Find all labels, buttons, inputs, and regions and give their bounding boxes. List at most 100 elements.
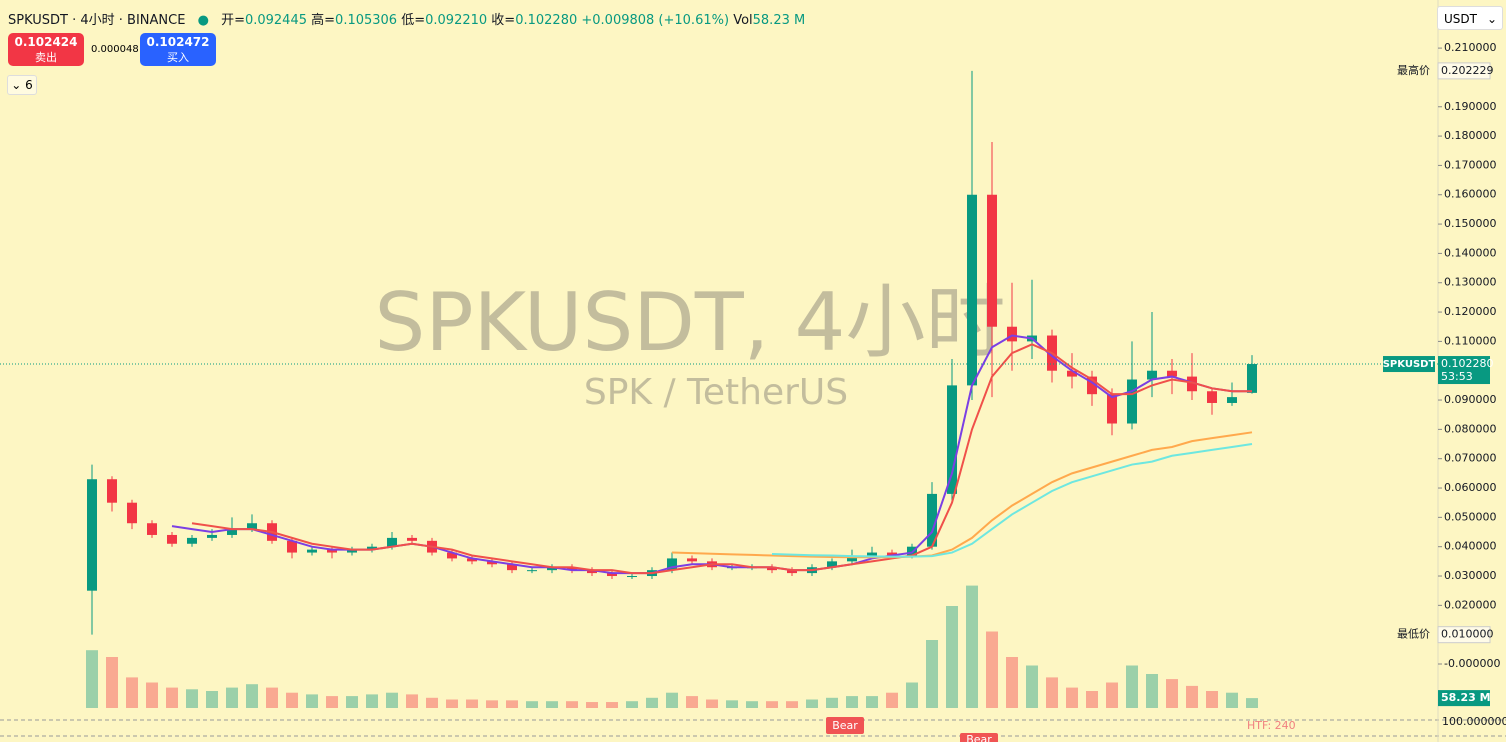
price-tag <box>1383 356 1435 373</box>
candle-body <box>247 523 257 530</box>
volume-bar <box>866 696 878 708</box>
volume-bar <box>366 694 378 708</box>
candle-body <box>1087 376 1097 395</box>
volume-bar <box>406 694 418 708</box>
label: 低= <box>401 13 426 28</box>
candle-body <box>967 194 977 386</box>
extreme-tag <box>1394 62 1434 79</box>
symbol-header: SPKUSDT · 4小时 · BINANCE ● 开=0.092445 高=0… <box>8 13 806 28</box>
currency: USDT <box>1444 12 1477 26</box>
volume-bar <box>186 689 198 708</box>
candle-body <box>167 534 177 544</box>
label: 高= <box>311 13 336 28</box>
symbol: SPKUSDT · 4小时 · BINANCE <box>8 13 186 28</box>
candle-body <box>527 570 537 572</box>
y-tick-label: 0.050000 <box>1444 510 1497 523</box>
candle-body <box>927 493 937 547</box>
y-tick-label: 0.120000 <box>1444 305 1497 318</box>
volume-bar <box>1226 692 1238 708</box>
candle-body <box>447 552 457 559</box>
candle-body <box>507 564 517 571</box>
volume-bar <box>466 699 478 708</box>
volume-tag <box>1438 690 1490 707</box>
y-tick-label: 0.080000 <box>1444 422 1497 435</box>
value: 0.092445 <box>244 13 307 28</box>
y-tick-label: 0.210000 <box>1444 41 1497 54</box>
volume-bar <box>1186 685 1198 708</box>
buy-button[interactable]: 0.102472 买入 <box>140 33 216 66</box>
signal-label: Bear <box>832 719 858 732</box>
volume-bar <box>426 697 438 708</box>
signal-badge <box>826 717 864 734</box>
extreme-label: 最高价 <box>1397 63 1430 77</box>
candle-body <box>147 523 157 535</box>
label: 收= <box>491 13 516 28</box>
volume-bar <box>986 631 998 708</box>
candle-body <box>227 529 237 535</box>
candle-body <box>127 502 137 524</box>
spread: 0.000048 <box>91 44 139 55</box>
volume-bar <box>226 687 238 708</box>
volume-bar <box>666 692 678 708</box>
candle-body <box>787 570 797 574</box>
candle-body <box>1207 391 1217 403</box>
volume-bar <box>706 699 718 708</box>
volume-bar <box>246 684 258 708</box>
volume-bar <box>1086 691 1098 708</box>
volume-bar <box>586 702 598 708</box>
candle-body <box>1247 364 1257 393</box>
y-tick-label: 0.140000 <box>1444 246 1497 259</box>
volume-bar <box>386 692 398 708</box>
extreme-value: 0.010000 <box>1441 628 1494 641</box>
candle-body <box>187 537 197 544</box>
pane-scale: 100.000000 <box>1442 715 1506 728</box>
y-tick-label: 0.070000 <box>1444 452 1497 465</box>
price-tag-value: 0.102280 <box>1441 357 1494 370</box>
candle-body <box>87 479 97 591</box>
extreme-label: 最低价 <box>1397 628 1430 641</box>
candle-body <box>467 558 477 562</box>
candle-body <box>1067 370 1077 377</box>
volume-bar <box>1046 677 1058 708</box>
y-tick-label: 0.160000 <box>1444 188 1497 201</box>
currency-select[interactable]: USDT ⌄ <box>1437 6 1503 30</box>
signal-label: Bear <box>966 733 992 742</box>
y-tick-label: 0.060000 <box>1444 481 1497 494</box>
extreme-tag <box>1394 626 1434 643</box>
extreme-tag <box>1437 626 1491 644</box>
y-tick-label: 0.090000 <box>1444 393 1497 406</box>
candle-body <box>1167 370 1177 377</box>
extreme-value: 0.202229 <box>1441 64 1494 77</box>
volume-bar <box>886 692 898 708</box>
candle-body <box>307 549 317 553</box>
volume-bar <box>646 697 658 708</box>
volume-bar <box>686 696 698 708</box>
indicator-count: 6 <box>25 78 33 92</box>
candle-body <box>1187 376 1197 392</box>
volume-bar <box>306 694 318 708</box>
buy-price: 0.102472 <box>146 35 210 49</box>
extreme-tag <box>1437 62 1491 80</box>
volume-bar <box>806 699 818 708</box>
volume-bar <box>446 699 458 708</box>
candle-body <box>1107 394 1117 424</box>
volume-bar <box>1066 687 1078 708</box>
price-tag-countdown: 53:53 <box>1441 370 1473 383</box>
value: 0.102280 <box>515 13 578 28</box>
volume-bar <box>326 696 338 708</box>
volume-bar <box>1206 691 1218 708</box>
candle-body <box>667 558 677 571</box>
volume-bar <box>606 702 618 708</box>
sell-button[interactable]: 0.102424 卖出 <box>8 33 84 66</box>
y-tick-label: 0.130000 <box>1444 276 1497 289</box>
indicator-toggle[interactable]: ⌄ 6 <box>7 75 37 95</box>
htf-label: HTF: 240 <box>1247 719 1296 732</box>
y-tick-label: 0.170000 <box>1444 158 1497 171</box>
y-tick-label: 0.180000 <box>1444 129 1497 142</box>
candle-body <box>867 552 877 556</box>
candle-body <box>887 552 897 556</box>
candle-body <box>207 534 217 538</box>
change: +0.009808 (+10.61%) <box>581 13 730 28</box>
candle-body <box>567 567 577 571</box>
candle-body <box>767 567 777 571</box>
